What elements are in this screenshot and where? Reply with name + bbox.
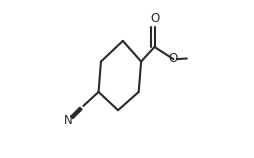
Text: O: O (169, 52, 178, 65)
Text: N: N (64, 114, 72, 127)
Text: O: O (150, 12, 159, 25)
